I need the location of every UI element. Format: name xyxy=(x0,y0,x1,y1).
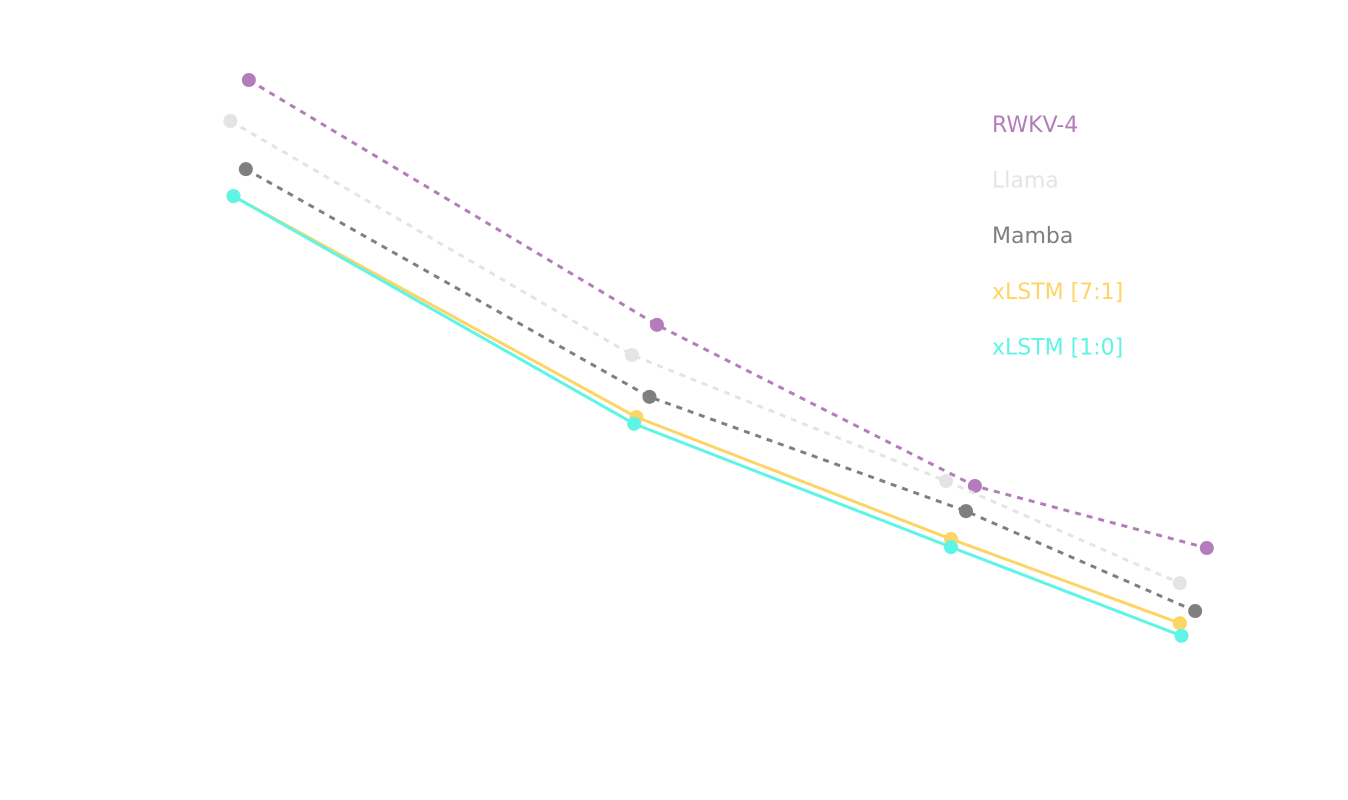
point xyxy=(241,73,256,88)
legend-label: Mamba xyxy=(992,224,1073,249)
series-line xyxy=(232,194,1181,625)
point xyxy=(1199,541,1214,556)
point xyxy=(627,416,642,431)
point xyxy=(223,114,238,128)
point xyxy=(958,504,973,519)
point xyxy=(642,389,657,404)
legend-label: RWKV-4 xyxy=(992,113,1078,138)
point xyxy=(967,478,982,493)
point xyxy=(238,162,253,177)
series-line xyxy=(245,167,1196,613)
point xyxy=(1188,604,1203,619)
point xyxy=(649,317,664,332)
legend-label: Llama xyxy=(992,169,1059,194)
legend-label: xLSTM [1:0] xyxy=(992,335,1123,360)
point xyxy=(943,540,958,555)
point xyxy=(939,474,954,488)
point xyxy=(624,348,639,362)
legend-label: xLSTM [7:1] xyxy=(992,280,1123,305)
point xyxy=(1172,616,1187,631)
series-line xyxy=(248,78,1208,550)
point xyxy=(1172,576,1187,591)
series-line xyxy=(232,194,1183,638)
point xyxy=(1174,628,1189,643)
series-line xyxy=(229,119,1181,585)
point xyxy=(226,189,241,204)
